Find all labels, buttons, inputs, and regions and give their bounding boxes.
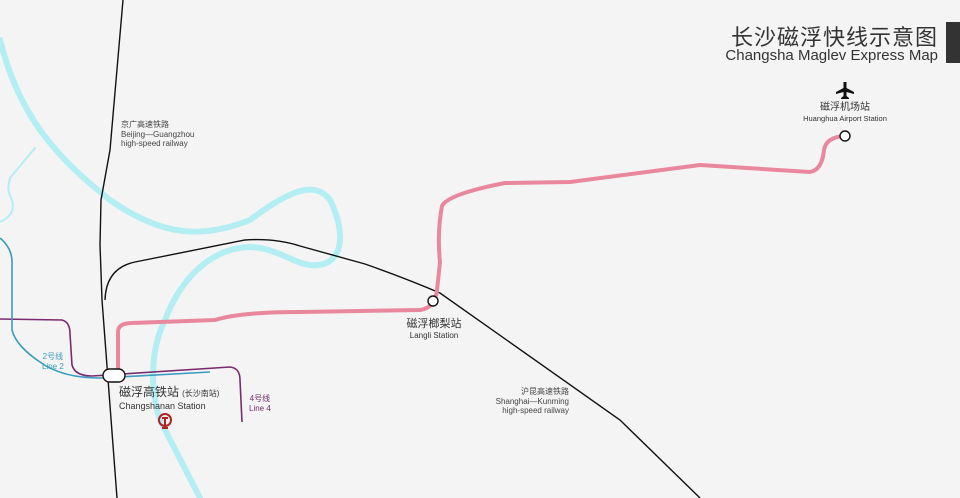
beijing-guangzhou-railway (99, 0, 124, 498)
railway-name-cn: 沪昆高速铁路 (521, 387, 569, 396)
railway-label-beijing-guangzhou: 京广高速铁路 Beijing—Guangzhou high-speed rail… (121, 120, 194, 149)
langli-station-marker[interactable] (427, 295, 439, 307)
station-label-langli: 磁浮榔梨站 Langli Station (405, 318, 463, 341)
station-name-en: Langli Station (409, 331, 459, 341)
changshanan-station-marker[interactable] (102, 368, 126, 383)
map-title-en: Changsha Maglev Express Map (725, 47, 938, 64)
railway-station-icon (158, 413, 172, 429)
metro-name-en: Line 4 (249, 403, 271, 413)
river-branch (0, 147, 36, 223)
station-name-en: Changshanan Station (119, 401, 206, 412)
station-name-cn: 磁浮高铁站 (119, 385, 180, 399)
station-label-airport: 磁浮机场站 Huanghua Airport Station (790, 102, 900, 123)
station-note: (长沙南站) (182, 389, 220, 398)
shanghai-kunming-railway (104, 238, 701, 498)
metro-line-4 (0, 318, 243, 423)
railway-label-shanghai-kunming: 沪昆高速铁路 Shanghai—Kunming high-speed railw… (495, 387, 569, 416)
railway-type: high-speed railway (502, 406, 569, 416)
river-main (0, 37, 344, 498)
station-name-cn: 磁浮榔梨站 (406, 318, 462, 330)
metro-line-2 (0, 237, 211, 379)
station-name-cn: 磁浮机场站 (820, 102, 870, 113)
metro-name-en: Line 2 (42, 361, 64, 371)
railway-name-en: Shanghai—Kunming (495, 396, 569, 406)
railway-type: high-speed railway (121, 139, 188, 149)
airplane-icon (836, 82, 854, 99)
map-title-cn: 长沙磁浮快线示意图 (730, 26, 938, 51)
station-label-changshanan: 磁浮高铁站 (长沙南站) Changshanan Station (119, 385, 219, 413)
metro-label-line-2: 2号线 Line 2 (42, 352, 64, 371)
title-accent-bar (946, 22, 960, 63)
metro-label-line-4: 4号线 Line 4 (249, 394, 271, 413)
railway-name-en: Beijing—Guangzhou (121, 129, 195, 139)
airport-station-marker[interactable] (839, 130, 851, 142)
station-name-en: Huanghua Airport Station (803, 114, 887, 123)
metro-name-cn: 2号线 (42, 352, 64, 361)
railway-name-cn: 京广高速铁路 (121, 120, 169, 129)
maglev-line (116, 134, 846, 375)
metro-name-cn: 4号线 (249, 394, 271, 403)
